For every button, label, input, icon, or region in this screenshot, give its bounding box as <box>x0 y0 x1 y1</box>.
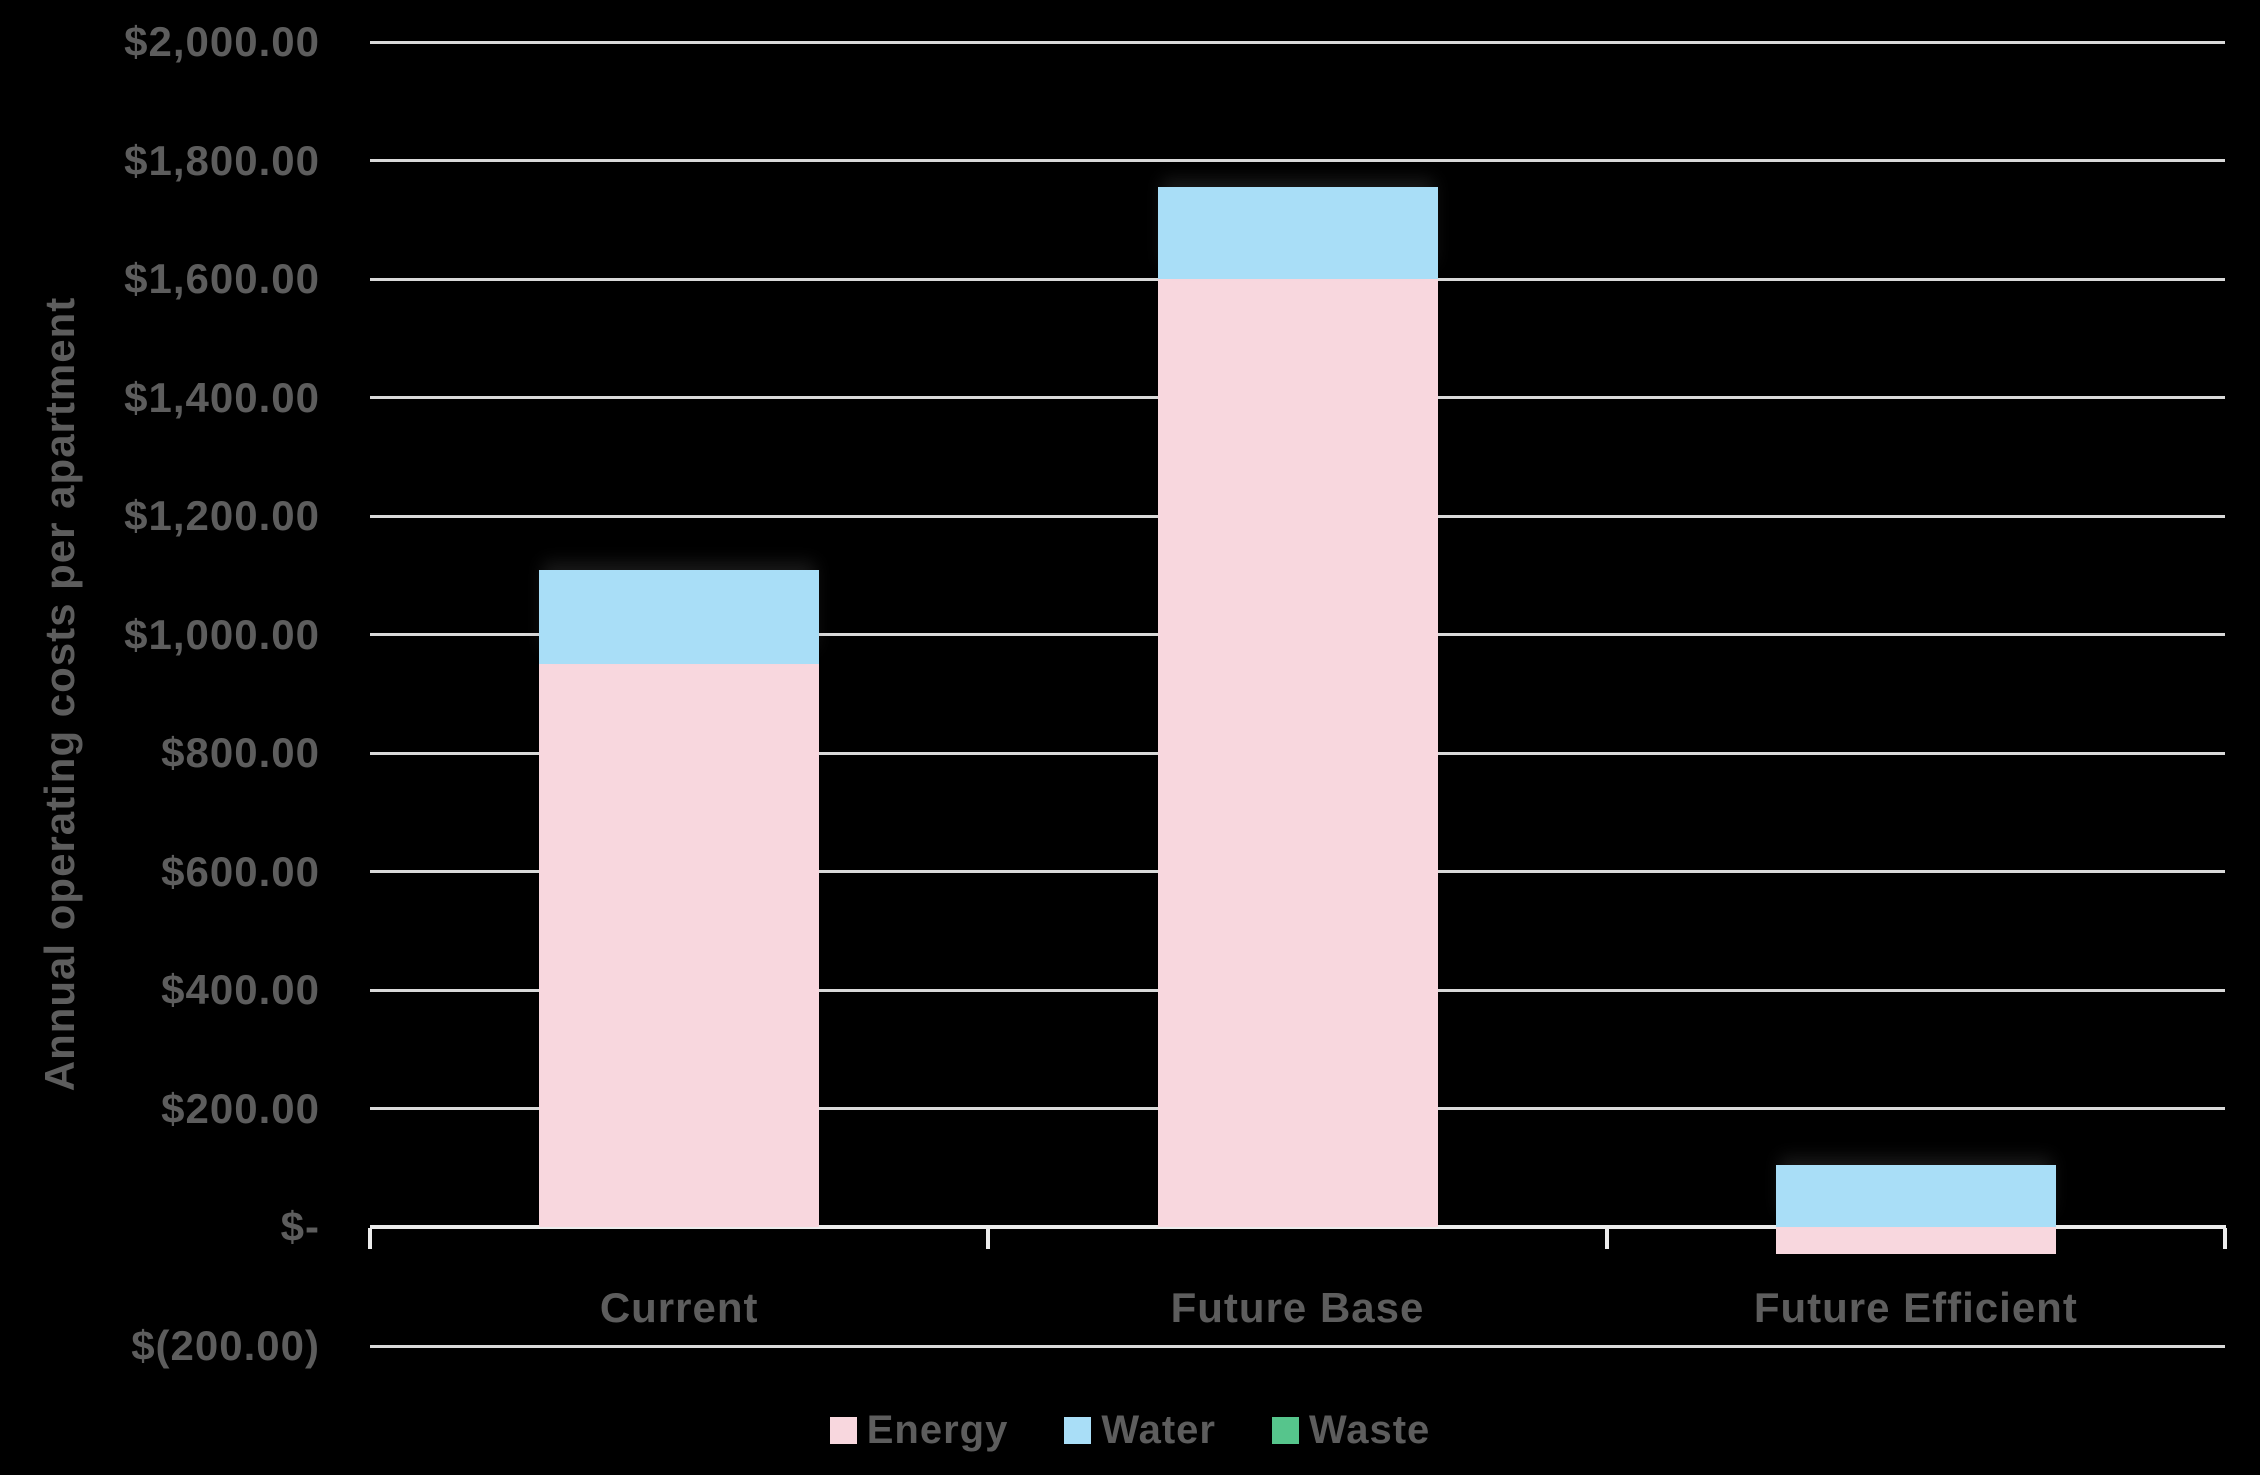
bar-current-water <box>539 569 820 665</box>
y-tick-label: $2,000.00 <box>124 18 320 65</box>
y-tick-label: $1,600.00 <box>124 255 320 303</box>
y-tick-label: $1,200.00 <box>124 492 320 540</box>
gridline <box>370 40 2225 44</box>
legend-label-energy: Energy <box>866 1407 1009 1452</box>
y-tick-label: $1,000.00 <box>124 610 320 658</box>
x-axis-line <box>370 1225 2226 1230</box>
x-tick-label: Current <box>599 1284 759 1331</box>
y-tick-label: $- <box>280 1203 320 1251</box>
y-tick-label: $800.00 <box>161 729 320 777</box>
y-tick-label: $400.00 <box>161 966 320 1014</box>
gridline <box>370 159 2225 163</box>
y-tick-label: $(200.00) <box>131 1322 320 1369</box>
legend-swatch-waste-icon <box>1271 1416 1299 1444</box>
y-tick-label: $1,800.00 <box>124 136 320 184</box>
x-tick-label: Future Efficient <box>1753 1284 2078 1331</box>
bar-future-efficient-energy <box>1775 1227 2056 1255</box>
gridline <box>370 1344 2225 1348</box>
legend-swatch-water-icon <box>1064 1416 1092 1444</box>
bar-future-base-energy <box>1157 279 1438 1228</box>
legend-swatch-energy-icon <box>829 1416 857 1444</box>
y-tick-label: $200.00 <box>161 1084 320 1132</box>
bar-future-base-water <box>1157 187 1438 280</box>
axis-tick <box>368 1228 372 1249</box>
axis-tick <box>2223 1228 2227 1249</box>
legend-label-waste: Waste <box>1308 1407 1431 1452</box>
legend-item-waste: Waste <box>1271 1407 1431 1453</box>
legend: Energy Water Waste <box>0 1402 2260 1458</box>
bar-future-efficient-water <box>1775 1165 2056 1228</box>
axis-tick <box>1604 1228 1609 1249</box>
legend-item-water: Water <box>1064 1408 1216 1453</box>
y-tick-label: $1,400.00 <box>124 373 320 421</box>
y-tick-label: $600.00 <box>161 847 320 895</box>
legend-item-energy: Energy <box>829 1407 1009 1453</box>
legend-label-water: Water <box>1101 1407 1216 1452</box>
bar-current-energy <box>539 664 820 1228</box>
axis-tick <box>986 1228 991 1249</box>
x-tick-label: Future Base <box>1170 1284 1425 1331</box>
